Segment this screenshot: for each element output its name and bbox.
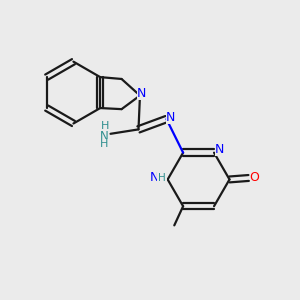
Text: N: N [166,110,175,124]
Text: H: H [100,139,108,149]
Text: N: N [137,87,146,100]
Text: N: N [100,130,108,143]
Text: N: N [154,172,164,185]
Text: O: O [250,172,260,184]
Text: N: N [215,142,224,156]
Text: H: H [101,122,110,131]
Text: H: H [159,174,167,184]
Text: H: H [158,173,166,183]
Text: N: N [150,172,159,184]
